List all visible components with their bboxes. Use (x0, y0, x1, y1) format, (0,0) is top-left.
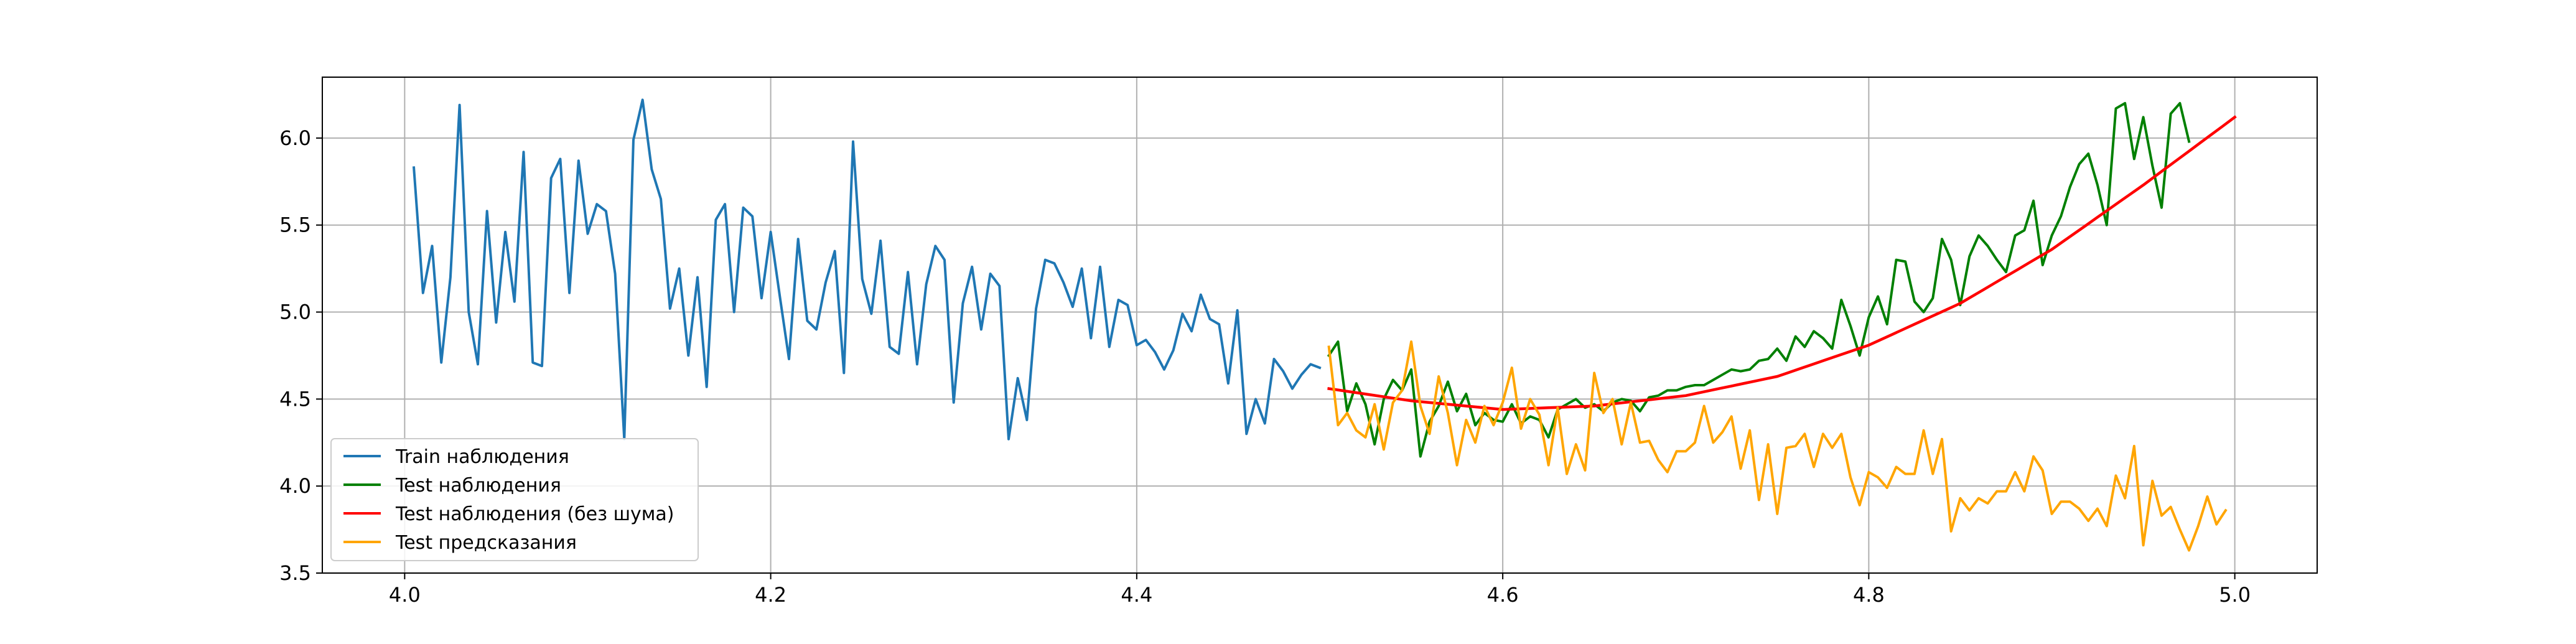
x-tick-label: 4.8 (1853, 583, 1885, 607)
x-tick-label: 5.0 (2219, 583, 2251, 607)
legend-label-train-observations: Train наблюдения (395, 446, 569, 468)
legend-label-test-observations: Test наблюдения (395, 475, 561, 497)
y-tick-label: 6.0 (279, 126, 311, 150)
legend-label-test-predictions: Test предсказания (395, 532, 577, 554)
legend-label-test-noiseless: Test наблюдения (без шума) (395, 503, 674, 525)
x-tick-label: 4.4 (1121, 583, 1152, 607)
y-tick-label: 4.5 (279, 387, 311, 411)
y-tick-label: 5.0 (279, 301, 311, 324)
x-tick-label: 4.2 (755, 583, 786, 607)
y-tick-label: 5.5 (279, 213, 311, 237)
y-tick-label: 3.5 (279, 561, 311, 585)
x-tick-label: 4.6 (1487, 583, 1519, 607)
x-tick-label: 4.0 (389, 583, 421, 607)
y-tick-label: 4.0 (279, 474, 311, 498)
legend: Train наблюдения Test наблюдения Test набл… (331, 439, 698, 561)
